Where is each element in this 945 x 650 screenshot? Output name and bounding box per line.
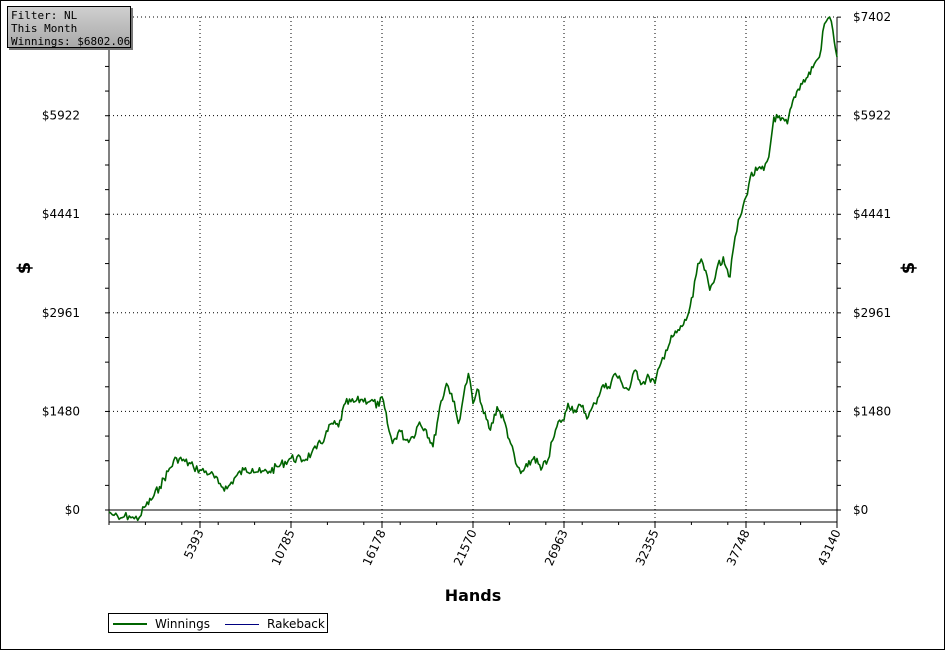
x-tick-label: 10785	[269, 527, 298, 568]
y-tick-label-left: $5922	[42, 109, 80, 123]
grid-layer	[109, 16, 837, 522]
y-axis-title-right: $	[898, 262, 919, 275]
y-tick-label-right: $1480	[853, 404, 891, 418]
y-tick-label-right: $7402	[853, 10, 891, 24]
x-tick-label: 16178	[360, 527, 389, 568]
x-axis-title: Hands	[445, 586, 502, 605]
filter-label: Filter: NL	[11, 9, 78, 22]
labels-layer: $0 $0 $1480 $1480 $2961 $2961 $4441 $4441 $5922 $…	[14, 10, 919, 605]
x-tick-label: 26963	[542, 527, 571, 568]
axes-layer	[105, 16, 841, 528]
legend-swatch-winnings	[113, 623, 147, 625]
x-tick-label: 21570	[451, 527, 480, 568]
y-tick-label-left: $2961	[42, 306, 80, 320]
legend-label-rakeback: Rakeback	[267, 617, 325, 631]
legend-item-rakeback: Rakeback	[225, 617, 325, 631]
x-tick-label: 37748	[724, 527, 753, 568]
legend-label-winnings: Winnings	[155, 617, 210, 631]
info-box: Filter: NL This Month Winnings: $6802.06	[7, 6, 131, 48]
period-label: This Month	[11, 22, 78, 35]
y-tick-label-right: $5922	[853, 109, 891, 123]
winnings-label: Winnings: $6802.06	[11, 35, 131, 48]
y-axis-title-left: $	[14, 262, 35, 275]
series-layer	[108, 16, 838, 522]
y-tick-label-right: $4441	[853, 207, 891, 221]
y-tick-label-right: $2961	[853, 306, 891, 320]
x-tick-label: 5393	[181, 527, 207, 561]
x-tick-label: 43140	[815, 527, 844, 568]
y-tick-label-left: $4441	[42, 207, 80, 221]
x-tick-label: 32355	[633, 527, 662, 568]
legend-swatch-rakeback	[225, 623, 259, 625]
legend-item-winnings: Winnings	[113, 617, 210, 631]
y-tick-label-right: $0	[853, 503, 868, 517]
legend: Winnings Rakeback	[108, 613, 328, 633]
y-tick-label-left: $1480	[42, 404, 80, 418]
winnings-line	[108, 16, 838, 522]
y-tick-label-left: $0	[65, 503, 80, 517]
